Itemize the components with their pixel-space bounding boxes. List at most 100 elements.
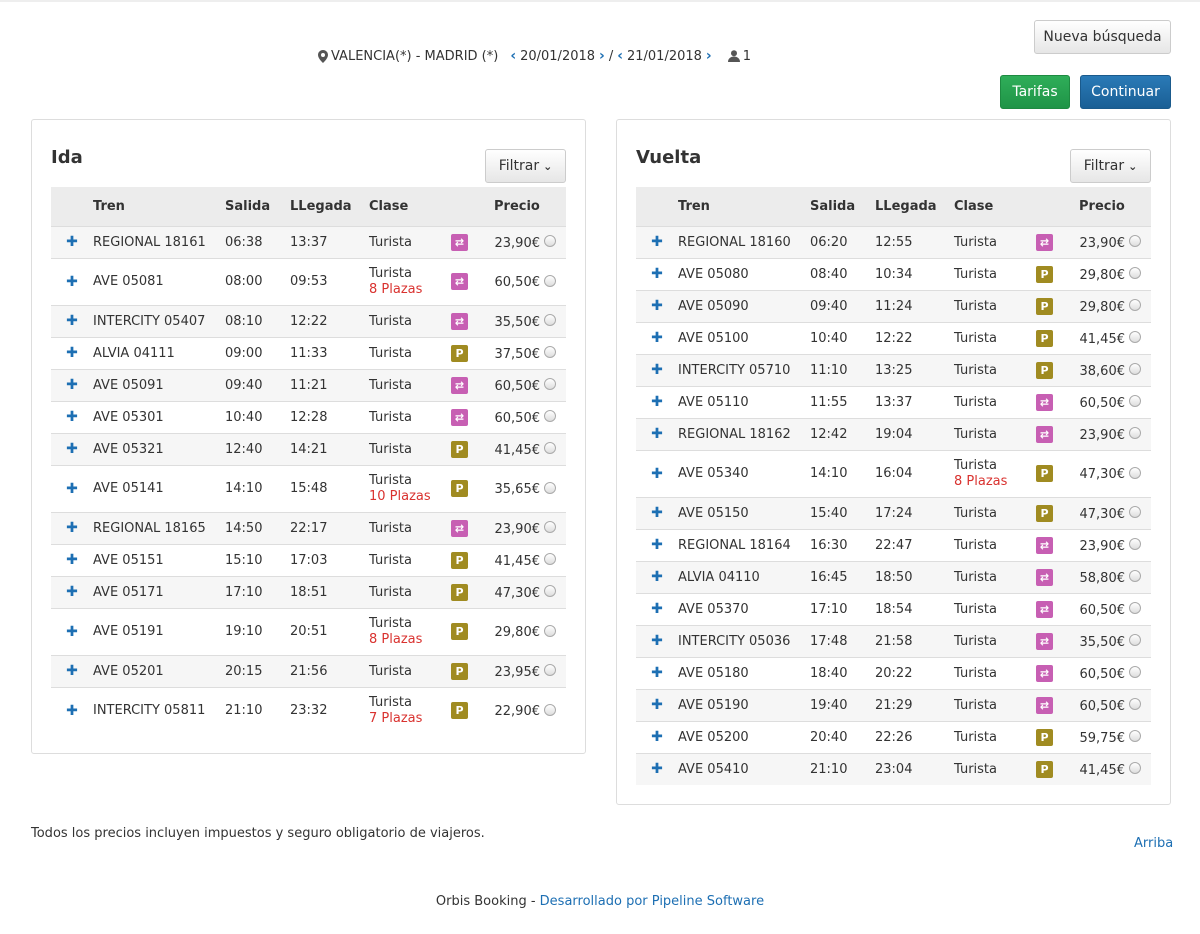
select-radio[interactable] (544, 664, 556, 676)
select-radio[interactable] (1129, 506, 1141, 518)
select-radio[interactable] (544, 442, 556, 454)
select-radio[interactable] (544, 346, 556, 358)
table-row[interactable]: ✚ AVE 05171 17:10 18:51 Turista P 47,30€ (51, 575, 566, 608)
expand-icon[interactable]: ✚ (651, 505, 663, 521)
expand-icon[interactable]: ✚ (651, 330, 663, 346)
fares-button[interactable]: Tarifas (1000, 75, 1070, 109)
table-row[interactable]: ✚ REGIONAL 18164 16:30 22:47 Turista ⇄ 23,90€ (636, 528, 1151, 561)
next-date-out-icon[interactable]: › (599, 48, 605, 64)
table-row[interactable]: ✚ AVE 05100 10:40 12:22 Turista P 41,45€ (636, 321, 1151, 354)
select-radio[interactable] (1129, 698, 1141, 710)
table-row[interactable]: ✚ AVE 05190 19:40 21:29 Turista ⇄ 60,50€ (636, 688, 1151, 721)
select-radio[interactable] (544, 703, 556, 716)
expand-icon[interactable]: ✚ (651, 729, 663, 745)
select-radio[interactable] (1129, 331, 1141, 343)
table-row[interactable]: ✚ AVE 05151 15:10 17:03 Turista P 41,45€ (51, 543, 566, 576)
expand-icon[interactable]: ✚ (651, 665, 663, 681)
select-radio[interactable] (1129, 427, 1141, 439)
expand-icon[interactable]: ✚ (66, 702, 78, 719)
expand-icon[interactable]: ✚ (66, 345, 78, 361)
select-radio[interactable] (1129, 395, 1141, 407)
next-date-back-icon[interactable]: › (705, 48, 712, 64)
select-radio[interactable] (544, 410, 556, 422)
select-radio[interactable] (1129, 538, 1141, 550)
table-row[interactable]: ✚ INTERCITY 05036 17:48 21:58 Turista ⇄ 35,50€ (636, 624, 1151, 657)
prev-date-out-icon[interactable]: ‹ (510, 48, 517, 64)
table-row[interactable]: ✚ AVE 05150 15:40 17:24 Turista P 47,30€ (636, 496, 1151, 529)
expand-icon[interactable]: ✚ (66, 313, 78, 329)
expand-icon[interactable]: ✚ (651, 362, 663, 378)
table-row[interactable]: ✚ AVE 05091 09:40 11:21 Turista ⇄ 60,50€ (51, 368, 566, 401)
developer-link[interactable]: Desarrollado por Pipeline Software (539, 894, 765, 909)
table-row[interactable]: ✚ INTERCITY 05710 11:10 13:25 Turista P 38,60€ (636, 353, 1151, 386)
table-row[interactable]: ✚ AVE 05301 10:40 12:28 Turista ⇄ 60,50€ (51, 400, 566, 433)
expand-icon[interactable]: ✚ (66, 409, 78, 425)
expand-icon[interactable]: ✚ (66, 663, 78, 679)
expand-icon[interactable]: ✚ (651, 266, 663, 282)
expand-icon[interactable]: ✚ (651, 697, 663, 713)
select-radio[interactable] (1129, 267, 1141, 279)
table-row[interactable]: ✚ REGIONAL 18160 06:20 12:55 Turista ⇄ 23,90€ (636, 225, 1151, 258)
select-radio[interactable] (544, 585, 556, 597)
select-radio[interactable] (544, 314, 556, 326)
expand-icon[interactable]: ✚ (651, 537, 663, 553)
select-radio[interactable] (544, 521, 556, 533)
table-row[interactable]: ✚ AVE 05090 09:40 11:24 Turista P 29,80€ (636, 289, 1151, 322)
table-row[interactable]: ✚ REGIONAL 18162 12:42 19:04 Turista ⇄ 23,90€ (636, 417, 1151, 450)
select-radio[interactable] (1129, 363, 1141, 375)
table-row[interactable]: ✚ AVE 05340 14:10 16:04 Turista 8 Plazas P 47,3… (636, 449, 1151, 497)
table-row[interactable]: ✚ AVE 05201 20:15 21:56 Turista P 23,95€ (51, 654, 566, 687)
table-row[interactable]: ✚ INTERCITY 05811 21:10 23:32 Turista 7 Plaza… (51, 686, 566, 734)
return-filter-button[interactable]: Filtrar ⌄ (1070, 149, 1151, 183)
expand-icon[interactable]: ✚ (651, 234, 663, 250)
table-row[interactable]: ✚ REGIONAL 18165 14:50 22:17 Turista ⇄ 23,90€ (51, 511, 566, 544)
expand-icon[interactable]: ✚ (66, 552, 78, 568)
select-radio[interactable] (1129, 602, 1141, 614)
prev-date-back-icon[interactable]: ‹ (617, 48, 623, 64)
select-radio[interactable] (1129, 570, 1141, 582)
select-radio[interactable] (1129, 299, 1141, 311)
select-radio[interactable] (544, 624, 556, 637)
table-row[interactable]: ✚ AVE 05080 08:40 10:34 Turista P 29,80€ (636, 257, 1151, 290)
table-row[interactable]: ✚ AVE 05180 18:40 20:22 Turista ⇄ 60,50€ (636, 656, 1151, 689)
expand-icon[interactable]: ✚ (66, 520, 78, 536)
expand-icon[interactable]: ✚ (66, 623, 78, 640)
expand-icon[interactable]: ✚ (66, 480, 78, 497)
table-row[interactable]: ✚ AVE 05200 20:40 22:26 Turista P 59,75€ (636, 720, 1151, 753)
back-to-top-link[interactable]: Arriba (1134, 836, 1174, 851)
select-radio[interactable] (544, 235, 556, 247)
expand-icon[interactable]: ✚ (651, 761, 663, 778)
select-radio[interactable] (544, 378, 556, 390)
expand-icon[interactable]: ✚ (651, 569, 663, 585)
select-radio[interactable] (1129, 466, 1141, 479)
expand-icon[interactable]: ✚ (651, 633, 663, 649)
table-row[interactable]: ✚ AVE 05321 12:40 14:21 Turista P 41,45€ (51, 432, 566, 465)
expand-icon[interactable]: ✚ (66, 441, 78, 457)
select-radio[interactable] (1129, 666, 1141, 678)
table-row[interactable]: ✚ AVE 05410 21:10 23:04 Turista P 41,45€ (636, 752, 1151, 785)
table-row[interactable]: ✚ AVE 05081 08:00 09:53 Turista 8 Plazas ⇄ 60,5… (51, 257, 566, 305)
expand-icon[interactable]: ✚ (66, 234, 78, 250)
expand-icon[interactable]: ✚ (651, 394, 663, 410)
table-row[interactable]: ✚ INTERCITY 05407 08:10 12:22 Turista ⇄ 35,50€ (51, 304, 566, 337)
select-radio[interactable] (1129, 762, 1141, 775)
table-row[interactable]: ✚ AVE 05110 11:55 13:37 Turista ⇄ 60,50€ (636, 385, 1151, 418)
table-row[interactable]: ✚ AVE 05191 19:10 20:51 Turista 8 Plazas P 29,8… (51, 607, 566, 655)
select-radio[interactable] (544, 274, 556, 287)
select-radio[interactable] (1129, 730, 1141, 742)
table-row[interactable]: ✚ AVE 05141 14:10 15:48 Turista 10 Plazas P 35,… (51, 464, 566, 512)
select-radio[interactable] (1129, 235, 1141, 247)
expand-icon[interactable]: ✚ (651, 465, 663, 482)
expand-icon[interactable]: ✚ (66, 273, 78, 290)
select-radio[interactable] (544, 481, 556, 494)
table-row[interactable]: ✚ REGIONAL 18161 06:38 13:37 Turista ⇄ 23,90€ (51, 225, 566, 258)
table-row[interactable]: ✚ ALVIA 04110 16:45 18:50 Turista ⇄ 58,80€ (636, 560, 1151, 593)
expand-icon[interactable]: ✚ (66, 377, 78, 393)
select-radio[interactable] (1129, 634, 1141, 646)
outbound-filter-button[interactable]: Filtrar ⌄ (485, 149, 566, 183)
table-row[interactable]: ✚ AVE 05370 17:10 18:54 Turista ⇄ 60,50€ (636, 592, 1151, 625)
table-row[interactable]: ✚ ALVIA 04111 09:00 11:33 Turista P 37,50€ (51, 336, 566, 369)
select-radio[interactable] (544, 553, 556, 565)
continue-button[interactable]: Continuar (1080, 75, 1171, 109)
expand-icon[interactable]: ✚ (651, 426, 663, 442)
